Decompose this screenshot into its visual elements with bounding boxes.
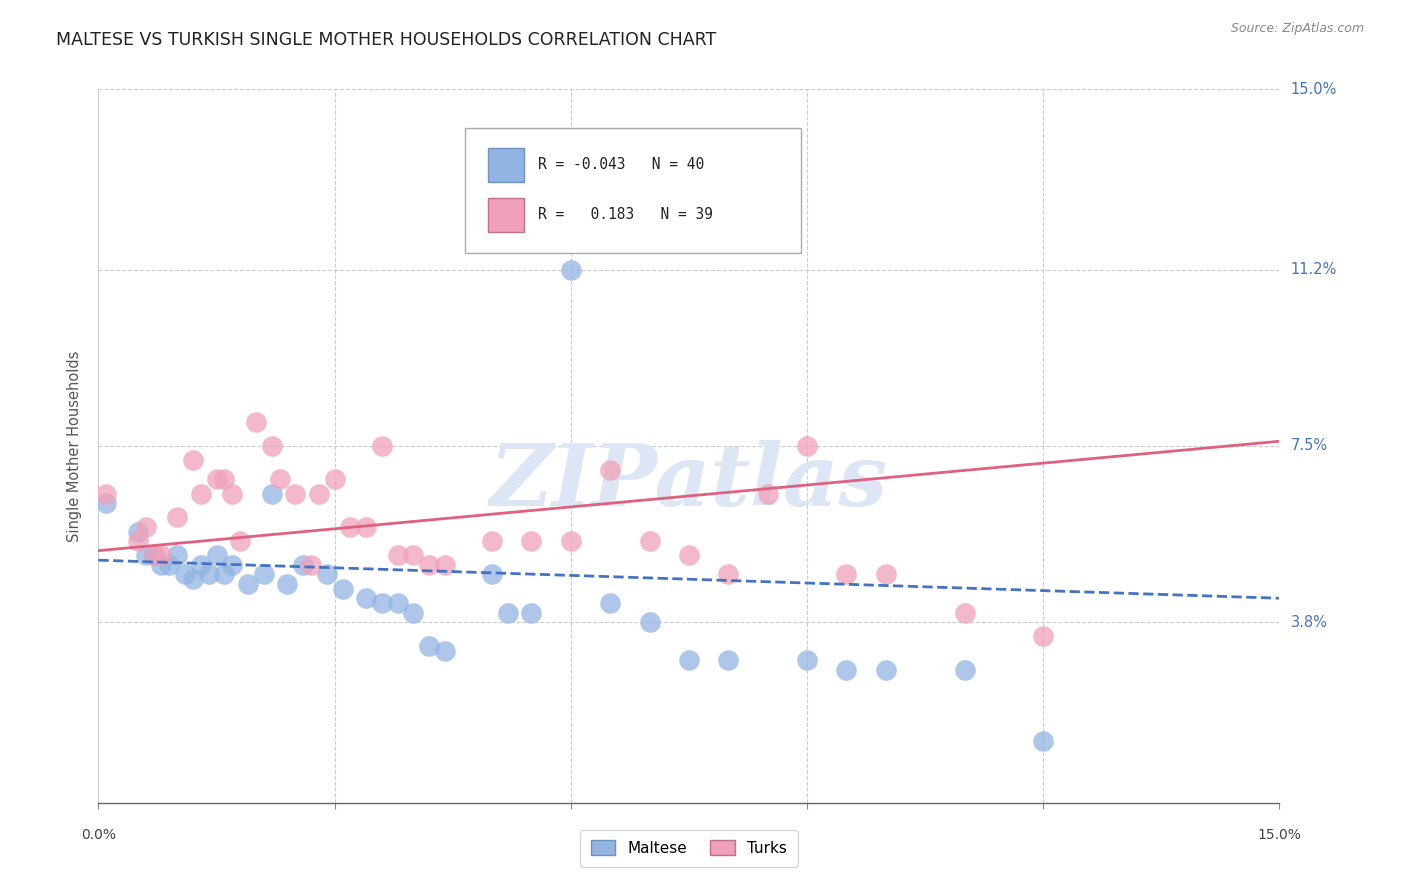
Text: Source: ZipAtlas.com: Source: ZipAtlas.com — [1230, 22, 1364, 36]
Point — [127, 524, 149, 539]
FancyBboxPatch shape — [488, 148, 523, 182]
Point — [756, 486, 779, 500]
Point — [354, 591, 377, 606]
Text: ZIPatlas: ZIPatlas — [489, 440, 889, 524]
Point — [142, 549, 165, 563]
Point — [953, 663, 976, 677]
Point — [481, 534, 503, 549]
Point — [332, 582, 354, 596]
Point — [371, 439, 394, 453]
Point — [796, 653, 818, 667]
Point — [717, 653, 740, 667]
Point — [315, 567, 337, 582]
Point — [135, 520, 157, 534]
Point — [835, 663, 858, 677]
Point — [339, 520, 361, 534]
Point — [236, 577, 259, 591]
Point — [1032, 629, 1054, 643]
Point — [253, 567, 276, 582]
Point — [135, 549, 157, 563]
Point — [229, 534, 252, 549]
Point — [150, 549, 173, 563]
Point — [481, 567, 503, 582]
Point — [433, 558, 456, 572]
Point — [214, 472, 236, 486]
Text: R =   0.183   N = 39: R = 0.183 N = 39 — [537, 207, 713, 222]
Point — [181, 453, 204, 467]
Point — [599, 596, 621, 610]
Point — [496, 606, 519, 620]
Point — [520, 606, 543, 620]
Point — [402, 606, 425, 620]
Point — [127, 534, 149, 549]
Point — [875, 663, 897, 677]
Point — [96, 486, 118, 500]
Point — [835, 567, 858, 582]
Point — [197, 567, 219, 582]
Point — [638, 534, 661, 549]
Point — [323, 472, 346, 486]
Point — [796, 439, 818, 453]
Point — [371, 596, 394, 610]
Point — [284, 486, 307, 500]
Point — [190, 558, 212, 572]
Point — [157, 558, 180, 572]
Point — [166, 510, 188, 524]
Point — [174, 567, 197, 582]
Point — [245, 415, 267, 429]
Point — [214, 567, 236, 582]
Point — [599, 463, 621, 477]
Point — [418, 558, 440, 572]
Point — [520, 534, 543, 549]
Text: 15.0%: 15.0% — [1257, 828, 1302, 842]
Point — [96, 496, 118, 510]
Text: 3.8%: 3.8% — [1291, 615, 1327, 630]
Text: MALTESE VS TURKISH SINGLE MOTHER HOUSEHOLDS CORRELATION CHART: MALTESE VS TURKISH SINGLE MOTHER HOUSEHO… — [56, 31, 717, 49]
Point — [560, 263, 582, 277]
Point — [678, 653, 700, 667]
Point — [260, 439, 283, 453]
Point — [260, 486, 283, 500]
Text: 15.0%: 15.0% — [1291, 82, 1337, 96]
Point — [418, 639, 440, 653]
Text: 11.2%: 11.2% — [1291, 262, 1337, 277]
FancyBboxPatch shape — [464, 128, 801, 253]
Point — [402, 549, 425, 563]
Point — [166, 549, 188, 563]
Point — [205, 472, 228, 486]
Point — [181, 572, 204, 586]
Point — [717, 567, 740, 582]
Point — [276, 577, 298, 591]
Point — [387, 549, 409, 563]
Legend: Maltese, Turks: Maltese, Turks — [581, 830, 797, 866]
Point — [142, 549, 165, 563]
Text: 0.0%: 0.0% — [82, 828, 115, 842]
Point — [269, 472, 291, 486]
Point — [190, 486, 212, 500]
Point — [433, 643, 456, 657]
Point — [953, 606, 976, 620]
Text: 7.5%: 7.5% — [1291, 439, 1327, 453]
Point — [292, 558, 315, 572]
Point — [354, 520, 377, 534]
Point — [638, 615, 661, 629]
Point — [1032, 734, 1054, 748]
Point — [299, 558, 322, 572]
Point — [678, 549, 700, 563]
Point — [560, 534, 582, 549]
Point — [308, 486, 330, 500]
Y-axis label: Single Mother Households: Single Mother Households — [67, 351, 83, 541]
Point — [205, 549, 228, 563]
Point — [387, 596, 409, 610]
Point — [150, 558, 173, 572]
Point — [221, 558, 243, 572]
Text: R = -0.043   N = 40: R = -0.043 N = 40 — [537, 157, 704, 172]
Point — [221, 486, 243, 500]
FancyBboxPatch shape — [488, 198, 523, 232]
Point — [875, 567, 897, 582]
